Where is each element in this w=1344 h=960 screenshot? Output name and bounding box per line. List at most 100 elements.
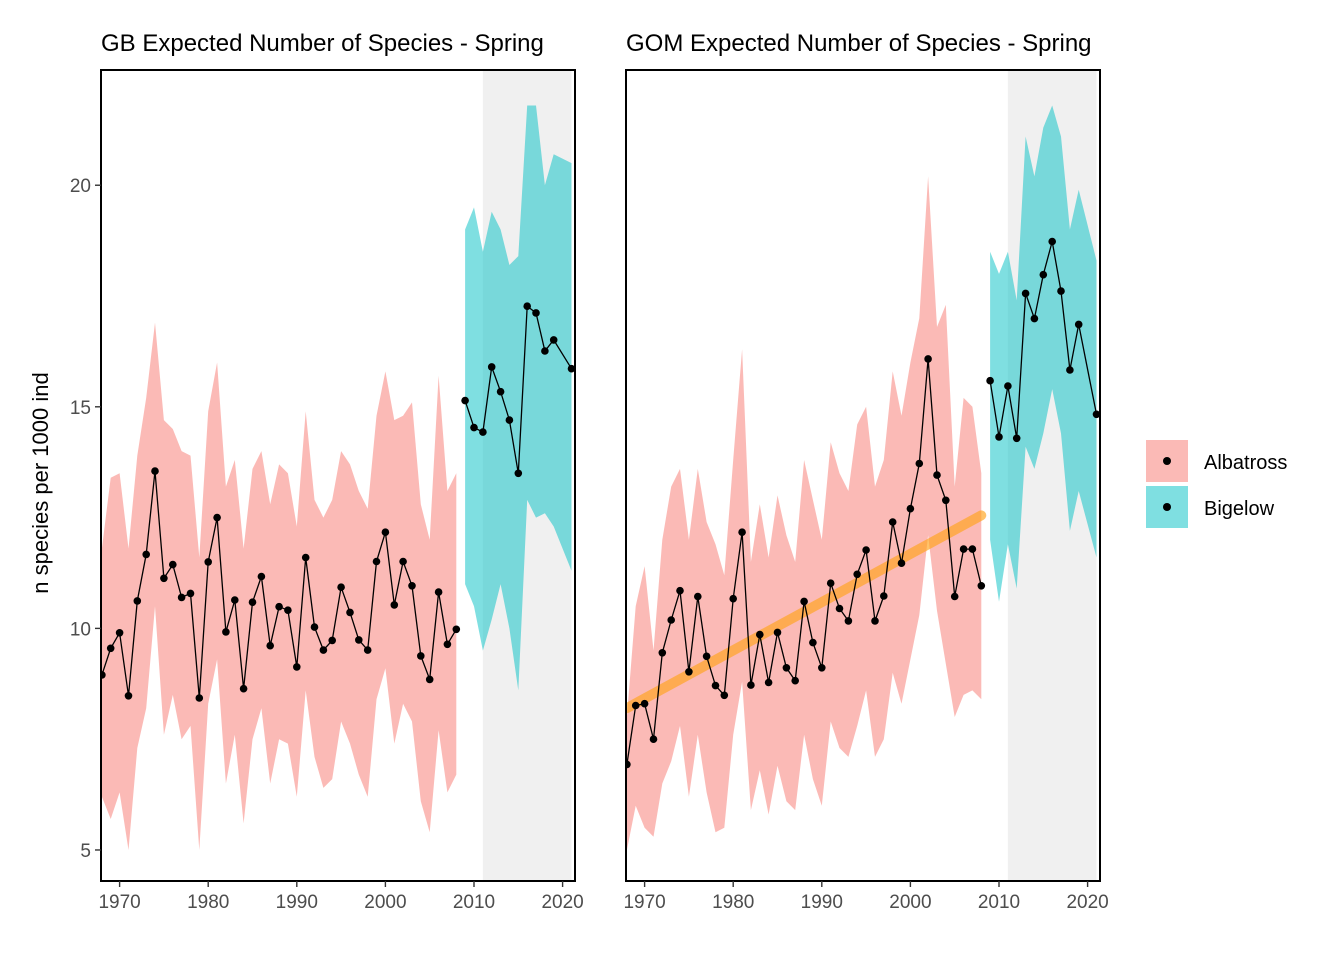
point-gom-bigelow-2015 [1039, 270, 1048, 279]
x-tick-label-gom-2010: 2010 [978, 892, 1020, 913]
point-gb-albatross-1981 [213, 513, 221, 522]
point-gom-albatross-1981 [738, 528, 746, 536]
point-gb-albatross-1974 [151, 467, 159, 475]
x-tick-label-gb-2000: 2000 [364, 892, 406, 913]
point-gom-albatross-1978 [711, 681, 720, 690]
point-gom-albatross-1980 [729, 594, 737, 603]
point-gb-albatross-2001 [390, 601, 399, 609]
point-gom-albatross-1985 [773, 628, 782, 637]
point-gb-albatross-2006 [434, 588, 443, 596]
point-gom-albatross-1995 [862, 546, 870, 554]
x-tick-label-gb-2010: 2010 [453, 892, 495, 913]
point-gom-albatross-1990 [818, 664, 826, 672]
point-gom-albatross-2000 [906, 504, 915, 513]
ribbon-gb-albatross [101, 322, 457, 851]
point-gb-albatross-2008 [452, 625, 461, 634]
point-gb-albatross-2007 [443, 640, 452, 649]
point-gb-albatross-1989 [284, 606, 292, 614]
point-gom-albatross-1994 [853, 570, 861, 579]
legend-key-bigelow-point [1163, 503, 1171, 511]
point-gb-bigelow-2019 [549, 336, 558, 344]
point-gb-albatross-1977 [177, 593, 186, 602]
panel-border-gom [625, 69, 1101, 882]
point-gb-albatross-1986 [257, 572, 266, 581]
point-gom-albatross-2001 [915, 459, 924, 468]
point-gb-bigelow-2018 [541, 347, 549, 355]
point-gb-albatross-1997 [355, 636, 363, 644]
point-gb-bigelow-2010 [470, 423, 478, 432]
point-gb-albatross-1985 [248, 598, 257, 606]
panel-border-gb [100, 69, 576, 882]
point-gb-albatross-2005 [425, 675, 434, 684]
point-gb-bigelow-2011 [479, 428, 487, 436]
point-gom-albatross-2004 [942, 496, 950, 505]
point-gom-albatross-1968 [626, 760, 631, 769]
point-gb-albatross-1994 [328, 636, 337, 645]
point-gb-albatross-1980 [204, 558, 212, 566]
point-gom-albatross-2002 [924, 355, 932, 363]
point-gom-albatross-1992 [835, 604, 844, 613]
y-tick-label-10: 10 [70, 619, 91, 640]
ribbon-gom-albatross [626, 176, 982, 850]
point-gom-bigelow-2018 [1066, 366, 1074, 374]
point-gom-albatross-1996 [871, 617, 879, 625]
ribbon-gb-bigelow [465, 105, 572, 691]
point-gb-albatross-2004 [417, 652, 425, 660]
point-gb-albatross-1973 [142, 550, 150, 559]
point-gb-albatross-1968 [101, 671, 106, 679]
point-gb-albatross-1995 [337, 583, 345, 591]
point-gom-albatross-1975 [685, 668, 693, 676]
point-gb-albatross-1978 [186, 589, 195, 598]
series-line-gom-bigelow [989, 241, 1098, 439]
point-gb-bigelow-2014 [505, 416, 514, 424]
point-gom-albatross-1977 [702, 652, 711, 661]
x-tick-label-gom-1990: 1990 [801, 892, 843, 913]
point-gom-albatross-1988 [800, 597, 808, 606]
panel-gom: GOM Expected Number of Species - Spring … [623, 30, 1108, 913]
point-gb-albatross-1970 [115, 629, 124, 637]
point-gom-albatross-1998 [888, 518, 897, 526]
y-tick-label-20: 20 [70, 176, 91, 197]
point-gb-albatross-1990 [293, 663, 301, 671]
point-gom-albatross-2006 [959, 545, 968, 553]
point-gb-albatross-1969 [106, 644, 115, 653]
point-gb-albatross-1979 [195, 694, 204, 702]
point-gb-albatross-1992 [310, 623, 319, 631]
point-gom-bigelow-2012 [1012, 434, 1021, 443]
point-gom-albatross-1993 [844, 617, 853, 625]
point-gom-albatross-1987 [791, 676, 799, 685]
point-gb-albatross-2000 [381, 528, 390, 536]
point-gom-albatross-1983 [756, 630, 764, 639]
point-gb-albatross-1991 [301, 553, 310, 562]
point-gb-albatross-1999 [372, 557, 381, 566]
point-gb-bigelow-2016 [523, 302, 531, 311]
point-gb-albatross-1984 [239, 684, 248, 693]
point-gb-albatross-2003 [408, 582, 416, 590]
x-tick-label-gb-1990: 1990 [276, 892, 318, 913]
point-gb-albatross-1996 [346, 608, 354, 617]
point-gom-bigelow-2014 [1030, 314, 1039, 323]
point-gb-bigelow-2009 [461, 396, 469, 405]
point-gom-albatross-1969 [631, 701, 640, 710]
y-axis-title: n species per 1000 ind [28, 372, 53, 593]
point-gb-albatross-1988 [275, 602, 283, 611]
point-gom-albatross-1974 [676, 586, 684, 595]
panel-gb-title: GB Expected Number of Species - Spring [101, 30, 544, 57]
point-gom-albatross-1971 [649, 735, 658, 743]
point-gom-albatross-1986 [782, 664, 791, 672]
point-gom-bigelow-2016 [1048, 237, 1056, 246]
point-gom-albatross-1999 [897, 559, 906, 567]
point-gom-bigelow-2010 [995, 433, 1003, 441]
point-gom-albatross-1989 [809, 638, 817, 647]
legend-label-albatross: Albatross [1204, 452, 1287, 474]
point-gom-albatross-2008 [977, 582, 986, 590]
point-gom-albatross-1976 [694, 592, 702, 601]
point-gom-albatross-1973 [667, 616, 675, 624]
y-tick-label-15: 15 [70, 398, 91, 419]
point-gb-bigelow-2012 [487, 363, 496, 371]
point-gom-bigelow-2017 [1057, 287, 1065, 295]
x-tick-label-gom-2000: 2000 [889, 892, 931, 913]
point-gb-albatross-1971 [124, 692, 133, 700]
point-gom-albatross-2005 [950, 592, 959, 601]
